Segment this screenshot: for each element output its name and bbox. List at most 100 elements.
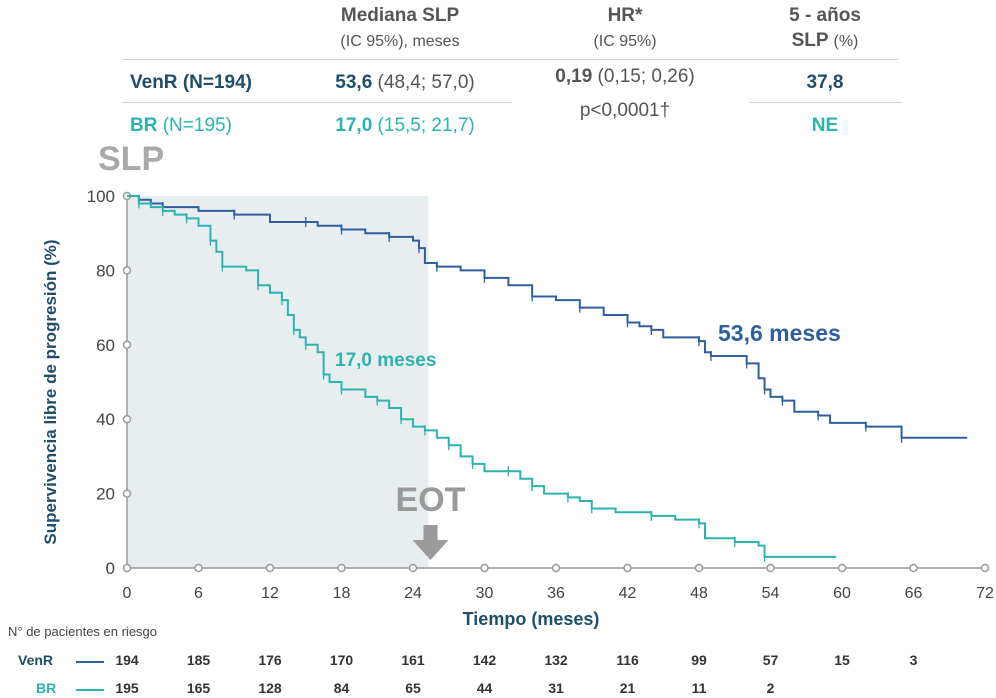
- x-tick-label: 6: [194, 585, 203, 602]
- x-tick-mark: [837, 563, 847, 573]
- y-tick-mark: [122, 414, 132, 424]
- p-value: p<0,0001†: [579, 100, 671, 121]
- hr-value: 0,19: [555, 66, 593, 87]
- venr-name: VenR: [130, 72, 178, 93]
- venr-n: (N=194): [182, 72, 252, 93]
- x-tick-label: 60: [833, 585, 851, 602]
- y-axis-label: Supervivencia libre de progresión (%): [41, 239, 60, 544]
- risk-value: 11: [691, 680, 707, 696]
- plot-label: SLP: [98, 140, 165, 178]
- risk-value: 142: [472, 652, 497, 668]
- risk-value: 128: [258, 680, 282, 696]
- risk-value: 15: [834, 652, 850, 668]
- x-tick-label: 42: [619, 585, 637, 602]
- x-tick-label: 12: [261, 585, 279, 602]
- x-tick-mark: [766, 563, 775, 573]
- eot-label: EOT: [396, 481, 466, 519]
- risk-value: 161: [401, 652, 425, 668]
- risk-value: 99: [691, 652, 707, 668]
- hr-value-row: 0,19 (0,15; 0,26): [520, 66, 730, 88]
- x-tick-mark: [408, 563, 418, 573]
- y-tick-mark: [122, 266, 132, 275]
- header-divider: [122, 59, 898, 60]
- x-tick-label: 18: [333, 585, 351, 602]
- risk-value: 176: [258, 652, 282, 668]
- x-tick-mark: [623, 563, 632, 573]
- x-tick-mark: [337, 563, 346, 573]
- y-tick-label: 60: [96, 336, 115, 355]
- risk-value: 170: [329, 652, 354, 668]
- risk-value: 44: [476, 680, 493, 696]
- y-tick-label: 20: [96, 485, 115, 504]
- col2-header: HR*: [607, 5, 643, 26]
- venr-five-year: 37,8: [806, 72, 844, 93]
- y-tick-label: 80: [96, 261, 115, 280]
- risk-value: 2: [766, 680, 775, 696]
- col3-header-slp: SLP: [791, 30, 829, 51]
- br-median-label: 17,0 meses: [335, 350, 436, 371]
- br-five-year: NE: [811, 115, 839, 136]
- risk-value: 194: [115, 652, 139, 668]
- venr-median-label: 53,6 meses: [718, 320, 841, 346]
- x-tick-label: 48: [690, 585, 708, 602]
- x-tick-mark: [480, 563, 489, 573]
- series-line-venr: [127, 195, 968, 439]
- risk-table-title: N° de pacientes en riesgo: [8, 624, 158, 639]
- y-tick-label: 40: [96, 410, 115, 429]
- series-line-br: [127, 195, 837, 558]
- x-tick-label: 24: [404, 585, 422, 602]
- risk-value: 185: [186, 652, 211, 668]
- x-tick-label: 72: [976, 585, 994, 602]
- col3-header-line1: 5 - años: [789, 5, 861, 26]
- x-tick-mark: [265, 563, 275, 573]
- row-br-median: 17,0 (15,5; 21,7): [300, 115, 510, 137]
- row-venr-median: 53,6 (48,4; 57,0): [300, 72, 510, 94]
- risk-row-label-br: BR: [36, 680, 57, 696]
- eot-arrow-icon: [412, 525, 449, 560]
- y-tick-label: 100: [87, 187, 115, 206]
- venr-median-value: 53,6: [335, 72, 373, 93]
- row-divider-right: [750, 102, 902, 103]
- br-name: BR: [130, 115, 158, 136]
- col3-header-unit: (%): [833, 33, 859, 50]
- br-median-ci: (15,5; 21,7): [377, 115, 475, 136]
- risk-value: 31: [548, 680, 564, 696]
- risk-value: 116: [616, 652, 639, 668]
- br-median-value: 17,0: [335, 115, 373, 136]
- col3-header-line2: SLP (%): [760, 30, 890, 52]
- x-axis-label: Tiempo (meses): [463, 609, 600, 629]
- risk-value: 165: [186, 680, 211, 696]
- row-venr-label: VenR (N=194): [130, 72, 252, 94]
- risk-value: 195: [115, 680, 139, 696]
- x-tick-mark: [122, 563, 132, 573]
- venr-median-ci: (48,4; 57,0): [377, 72, 475, 93]
- x-tick-label: 54: [762, 585, 780, 602]
- row-br-label: BR (N=195): [130, 115, 232, 137]
- x-tick-mark: [551, 563, 561, 573]
- risk-row-legend-line: [76, 689, 104, 691]
- x-tick-label: 0: [123, 585, 132, 602]
- y-tick-label: 0: [106, 559, 115, 578]
- x-tick-mark: [980, 563, 990, 573]
- col1-header: Mediana SLP: [340, 5, 460, 26]
- x-tick-label: 30: [476, 585, 494, 602]
- col1-subheader: (IC 95%), meses: [340, 33, 460, 50]
- risk-value: 57: [762, 652, 779, 668]
- y-tick-mark: [122, 489, 132, 498]
- treatment-shaded-region: [127, 196, 429, 568]
- x-tick-mark: [909, 563, 918, 573]
- risk-row-label-venr: VenR: [18, 652, 54, 668]
- x-tick-mark: [694, 563, 704, 573]
- y-tick-mark: [122, 340, 132, 350]
- x-tick-label: 36: [547, 585, 565, 602]
- risk-value: 3: [909, 652, 918, 668]
- risk-value: 65: [405, 680, 421, 696]
- risk-value: 84: [333, 680, 350, 696]
- risk-value: 21: [619, 680, 636, 696]
- row-divider-left: [122, 102, 512, 103]
- col2-subheader: (IC 95%): [593, 33, 657, 50]
- x-tick-label: 66: [905, 585, 923, 602]
- x-tick-mark: [194, 563, 203, 573]
- br-n: (N=195): [162, 115, 232, 136]
